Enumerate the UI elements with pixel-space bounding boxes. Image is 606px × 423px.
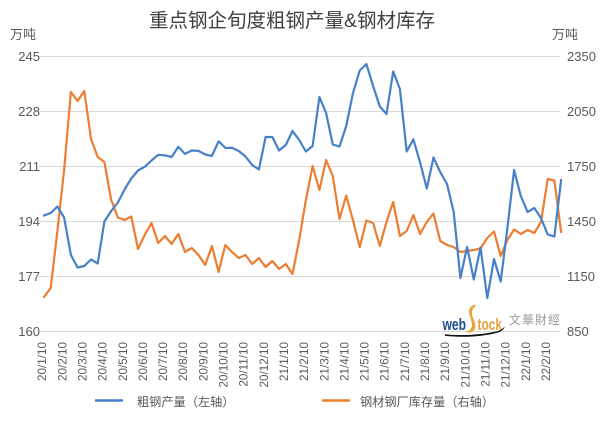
svg-text:228: 228 [18, 104, 40, 119]
svg-text:21/7/10: 21/7/10 [399, 342, 412, 381]
svg-text:21/9/10: 21/9/10 [439, 342, 452, 381]
svg-text:21/3/10: 21/3/10 [318, 342, 331, 381]
svg-text:1750: 1750 [567, 159, 596, 174]
svg-text:20/11/10: 20/11/10 [238, 342, 251, 387]
svg-text:web: web [442, 316, 466, 334]
svg-text:20/10/10: 20/10/10 [218, 342, 231, 388]
svg-text:20/9/10: 20/9/10 [197, 342, 210, 381]
svg-text:21/4/10: 21/4/10 [338, 342, 351, 381]
svg-text:21/10/10: 21/10/10 [459, 342, 472, 388]
svg-text:20/4/10: 20/4/10 [97, 342, 110, 381]
svg-text:21/6/10: 21/6/10 [379, 342, 392, 381]
svg-text:194: 194 [18, 214, 40, 229]
svg-text:22/2/10: 22/2/10 [540, 342, 553, 381]
svg-text:21/12/10: 21/12/10 [500, 342, 513, 388]
svg-text:粗钢产量（左轴）: 粗钢产量（左轴） [137, 394, 235, 409]
svg-text:20/7/10: 20/7/10 [157, 342, 170, 381]
svg-text:tock: tock [478, 316, 503, 334]
svg-text:20/8/10: 20/8/10 [177, 342, 190, 381]
svg-text:2050: 2050 [567, 104, 596, 119]
svg-text:1450: 1450 [567, 214, 596, 229]
svg-text:20/2/10: 20/2/10 [56, 342, 69, 381]
svg-text:20/5/10: 20/5/10 [117, 342, 130, 381]
svg-text:重点钢企旬度粗钢产量&钢材库存: 重点钢企旬度粗钢产量&钢材库存 [149, 10, 435, 32]
svg-text:2350: 2350 [567, 49, 596, 64]
svg-text:万吨: 万吨 [552, 27, 578, 42]
svg-text:1150: 1150 [567, 269, 595, 284]
svg-text:211: 211 [19, 159, 40, 174]
svg-text:钢材钢厂库存量（右轴）: 钢材钢厂库存量（右轴） [360, 394, 494, 409]
svg-text:160: 160 [18, 324, 40, 339]
svg-text:20/3/10: 20/3/10 [77, 342, 90, 381]
svg-text:20/1/10: 20/1/10 [36, 342, 49, 381]
svg-text:177: 177 [18, 269, 40, 284]
svg-text:文華財經: 文華財經 [509, 312, 561, 327]
svg-text:21/11/10: 21/11/10 [480, 342, 493, 387]
svg-text:21/5/10: 21/5/10 [359, 342, 372, 381]
svg-text:21/2/10: 21/2/10 [298, 342, 311, 381]
svg-text:21/8/10: 21/8/10 [419, 342, 432, 381]
svg-text:万吨: 万吨 [10, 27, 36, 42]
svg-text:22/1/10: 22/1/10 [520, 342, 533, 381]
svg-text:245: 245 [18, 49, 40, 64]
svg-text:20/6/10: 20/6/10 [137, 342, 150, 381]
svg-text:20/12/10: 20/12/10 [258, 342, 271, 388]
svg-text:850: 850 [567, 324, 589, 339]
svg-text:21/1/10: 21/1/10 [278, 342, 291, 381]
